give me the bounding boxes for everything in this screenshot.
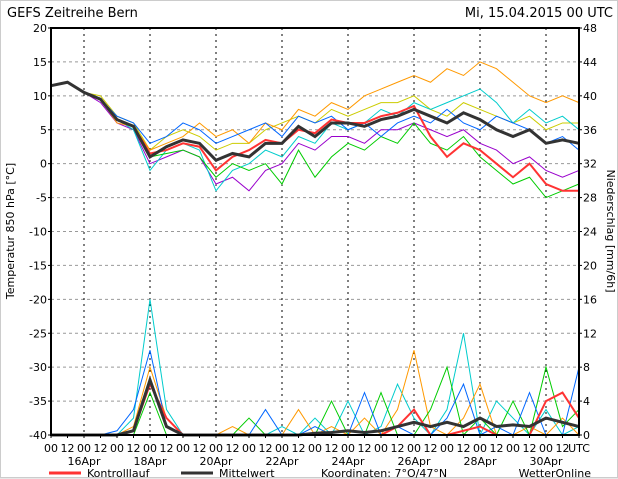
y2-tick-label: 32 [583, 158, 597, 171]
x-date-label: 16Apr [67, 455, 101, 468]
x-hour-label: 00 [176, 442, 190, 455]
y2-tick-label: 4 [583, 395, 590, 408]
x-hour-label: 12 [94, 442, 108, 455]
member-temp-line [50, 81, 580, 199]
x-hour-label: 00 [143, 442, 157, 455]
y2-tick-label: 12 [583, 327, 597, 340]
y-tick-label: -30 [29, 361, 47, 374]
brand: WetterOnline [519, 467, 592, 479]
member-precip-line [51, 350, 580, 436]
y-tick-label: 0 [40, 158, 47, 171]
y2-tick-label: 16 [583, 293, 597, 306]
x-hour-label: 12 [160, 442, 174, 455]
legend-mean-label: Mittelwert [219, 467, 275, 479]
y-tick-label: -15 [29, 259, 47, 272]
member-temp-line [50, 81, 580, 192]
x-hour-label: 00 [308, 442, 322, 455]
x-date-label: 20Apr [199, 455, 233, 468]
y-tick-label: -10 [29, 226, 47, 239]
y2-tick-label: 8 [583, 361, 590, 374]
member-temp-line [50, 81, 580, 151]
x-hour-label: 12 [259, 442, 273, 455]
x-hour-label: UTC [568, 442, 590, 455]
member-precip-line [51, 299, 580, 437]
x-hour-label: 00 [242, 442, 256, 455]
y2-tick-label: 24 [583, 226, 597, 239]
y2-tick-label: 48 [583, 22, 597, 35]
x-hour-label: 00 [110, 442, 124, 455]
y2-tick-label: 28 [583, 192, 597, 205]
y-tick-label: 5 [40, 124, 47, 137]
x-hour-label: 12 [358, 442, 372, 455]
y2-tick-label: 40 [583, 90, 597, 103]
x-hour-label: 12 [325, 442, 339, 455]
y-tick-label: -25 [29, 327, 47, 340]
plot-frame [50, 27, 580, 436]
x-hour-label: 00 [209, 442, 223, 455]
x-hour-label: 00 [44, 442, 58, 455]
x-hour-label: 12 [61, 442, 75, 455]
x-date-label: 22Apr [265, 455, 299, 468]
y-tick-label: -35 [29, 395, 47, 408]
x-hour-label: 00 [440, 442, 454, 455]
chart-title: GEFS Zeitreihe Bern [7, 6, 138, 21]
x-hour-label: 00 [473, 442, 487, 455]
x-date-label: 30Apr [529, 455, 563, 468]
y2-tick-label: 44 [583, 56, 597, 69]
coordinates: Koordinaten: 7°O/47°N [321, 467, 447, 479]
y-axis-label: Temperatur 850 hPa [°C] [4, 163, 17, 300]
x-hour-label: 00 [407, 442, 421, 455]
x-hour-label: 12 [424, 442, 438, 455]
x-hour-label: 12 [490, 442, 504, 455]
x-hour-label: 00 [506, 442, 520, 455]
x-hour-label: 12 [127, 442, 141, 455]
x-hour-label: 00 [77, 442, 91, 455]
mean-temp-line [50, 80, 580, 163]
member-precip-line [51, 350, 580, 436]
x-hour-label: 12 [193, 442, 207, 455]
y-tick-label: -40 [29, 429, 47, 442]
x-hour-label: 12 [391, 442, 405, 455]
y-tick-label: 15 [33, 56, 47, 69]
y2-tick-label: 36 [583, 124, 597, 137]
y2-axis-label: Niederschlag [mm/6h] [604, 169, 617, 292]
x-hour-label: 00 [275, 442, 289, 455]
x-date-label: 28Apr [463, 455, 497, 468]
x-date-label: 24Apr [331, 455, 365, 468]
x-hour-label: 12 [226, 442, 240, 455]
mean-precip-line [51, 375, 580, 437]
x-hour-label: 00 [341, 442, 355, 455]
x-hour-label: 00 [539, 442, 553, 455]
y-tick-label: -5 [36, 192, 47, 205]
legend-control-label: Kontrolllauf [87, 467, 151, 479]
x-date-label: 26Apr [397, 455, 431, 468]
run-date: Mi, 15.04.2015 00 UTC [465, 6, 613, 21]
y-tick-label: 10 [33, 90, 47, 103]
x-hour-label: 12 [292, 442, 306, 455]
y-tick-label: 20 [33, 22, 47, 35]
x-hour-label: 00 [374, 442, 388, 455]
y2-tick-label: 20 [583, 259, 597, 272]
x-hour-label: 12 [556, 442, 570, 455]
x-hour-label: 12 [457, 442, 471, 455]
x-date-label: 18Apr [133, 455, 167, 468]
x-hour-label: 12 [523, 442, 537, 455]
member-temp-line [50, 81, 580, 192]
y-tick-label: -20 [29, 293, 47, 306]
y2-tick-label: 0 [583, 429, 590, 442]
